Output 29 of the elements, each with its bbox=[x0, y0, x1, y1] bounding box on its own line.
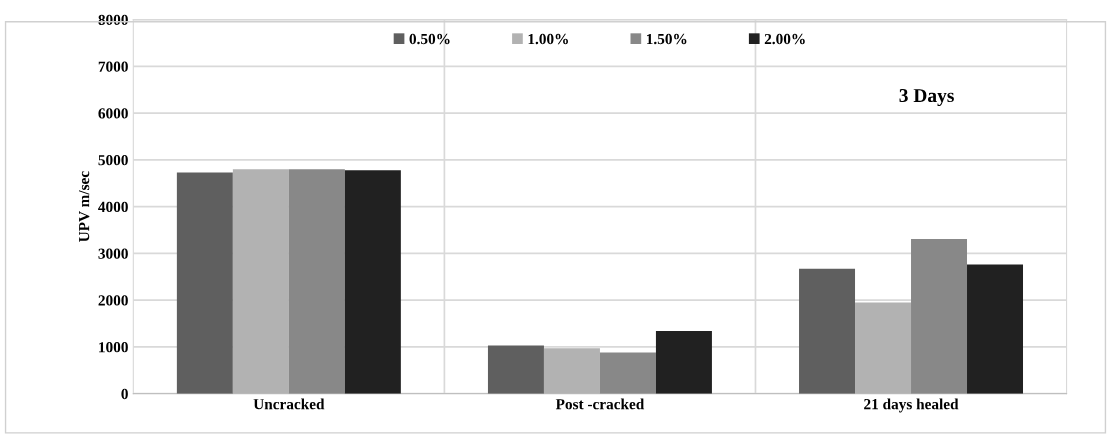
bar bbox=[487, 345, 544, 394]
bar bbox=[855, 302, 912, 394]
bar bbox=[344, 170, 401, 394]
x-tick-label: Uncracked bbox=[253, 398, 325, 410]
y-tick-label: 5000 bbox=[98, 155, 128, 166]
bar bbox=[176, 172, 233, 394]
y-tick-label: 2000 bbox=[98, 295, 128, 306]
x-tick-label: Post -cracked bbox=[555, 398, 645, 410]
y-tick-label: 4000 bbox=[98, 201, 128, 213]
y-tick-label: 1000 bbox=[99, 342, 128, 353]
y-tick-label: 0 bbox=[121, 388, 128, 400]
bar bbox=[911, 238, 968, 394]
legend-label: 1.00% bbox=[528, 33, 568, 45]
bar bbox=[799, 268, 856, 394]
x-tick-label: 21 days healed bbox=[864, 398, 959, 413]
bar bbox=[655, 331, 712, 394]
legend-label: 2.00% bbox=[764, 33, 805, 45]
y-tick-label: 7000 bbox=[98, 61, 128, 72]
y-tick-label: 6000 bbox=[98, 108, 128, 119]
y-tick-label: 3000 bbox=[98, 248, 128, 259]
bar bbox=[599, 352, 656, 394]
bar bbox=[288, 169, 345, 394]
legend-label: 1.50% bbox=[647, 33, 687, 45]
bar bbox=[232, 169, 289, 394]
annotation: 3 Days bbox=[899, 89, 954, 107]
y-axis-title: UPV m/sec bbox=[79, 171, 90, 242]
legend-label: 0.50% bbox=[409, 33, 450, 45]
bar bbox=[543, 348, 600, 394]
bar bbox=[967, 264, 1024, 394]
